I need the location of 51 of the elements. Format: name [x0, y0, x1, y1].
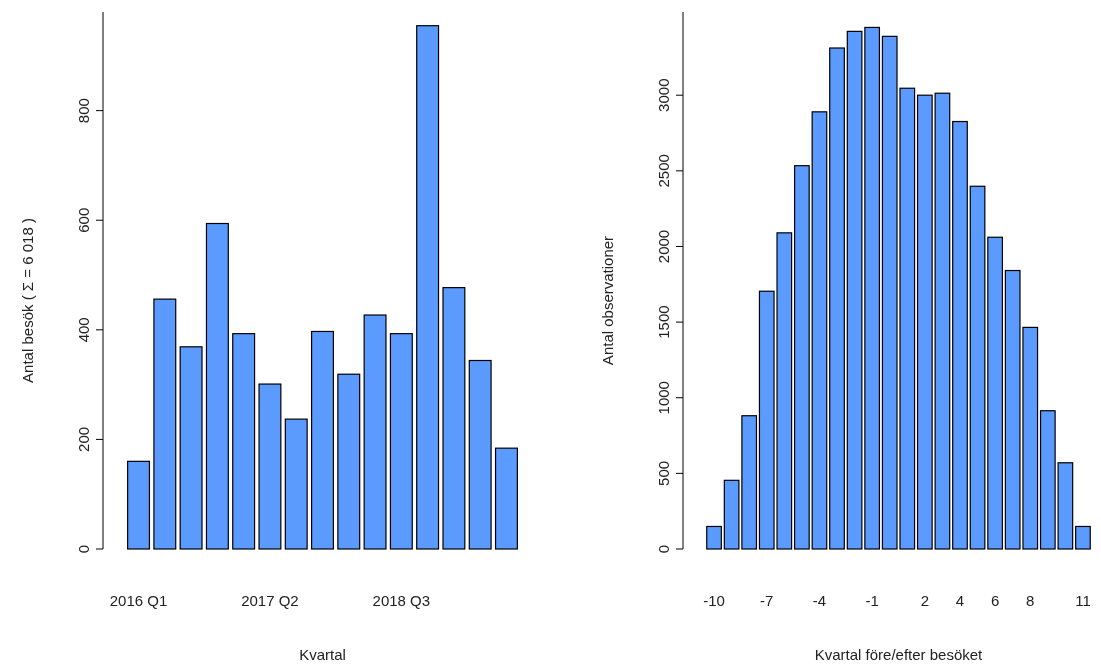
x-tick-label: 2017 Q2	[241, 592, 299, 609]
bar	[153, 298, 177, 550]
bar	[1075, 525, 1091, 550]
x-tick-label: 11	[1075, 592, 1091, 609]
y-tick-label: 600	[75, 207, 92, 233]
x-axis-title: Kvartal före/efter besöket	[814, 646, 984, 663]
x-tick-label: 4	[955, 592, 965, 609]
bar	[179, 346, 203, 550]
bar	[363, 314, 387, 550]
bar	[127, 460, 151, 550]
bar	[389, 333, 413, 550]
bar	[232, 333, 256, 550]
x-tick-label: -4	[812, 592, 827, 609]
bar	[258, 383, 282, 550]
y-tick-label: 2000	[655, 229, 672, 264]
bar	[205, 222, 229, 550]
x-tick-label: -1	[865, 592, 879, 609]
bar	[442, 287, 466, 550]
y-tick-label: 0	[655, 544, 672, 554]
bar	[706, 525, 722, 550]
y-tick-label: 2500	[655, 154, 672, 188]
y-tick-label: 200	[75, 426, 92, 452]
x-axis-title: Kvartal	[299, 646, 346, 663]
y-tick-label: 0	[75, 544, 92, 554]
y-tick-label: 500	[655, 460, 672, 486]
x-tick-label: -7	[760, 592, 774, 609]
y-tick-label: 800	[75, 98, 92, 124]
bar	[969, 185, 986, 550]
x-tick-label: 8	[1026, 592, 1035, 609]
bar	[793, 165, 810, 550]
bar	[811, 111, 828, 550]
bar	[468, 359, 492, 550]
y-axis-title: Antal observationer	[599, 235, 616, 366]
y-axis-title: Antal besök ( Σ = 6 018 )	[19, 218, 36, 383]
bar	[284, 418, 308, 550]
x-tick-label: 2	[920, 592, 930, 609]
x-tick-label: -10	[703, 592, 725, 609]
bar	[494, 447, 518, 550]
bar	[952, 120, 968, 550]
bar	[337, 373, 361, 550]
y-tick-label: 400	[75, 317, 92, 343]
bar	[829, 47, 845, 550]
y-tick-label: 3000	[655, 78, 672, 112]
x-tick-label: 6	[990, 592, 1000, 609]
bar	[416, 25, 440, 550]
x-tick-label: 2018 Q3	[372, 592, 431, 609]
bar	[987, 236, 1004, 550]
x-tick-label: 2016 Q1	[109, 592, 168, 609]
bar	[310, 330, 335, 550]
y-tick-label: 1000	[655, 381, 672, 415]
y-tick-label: 1500	[655, 305, 672, 339]
